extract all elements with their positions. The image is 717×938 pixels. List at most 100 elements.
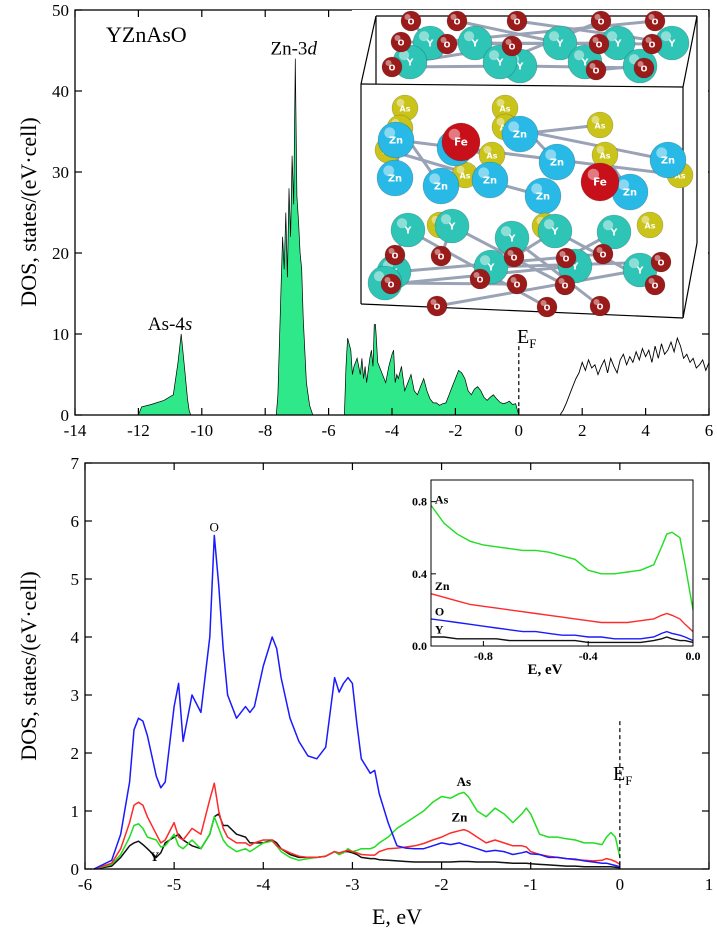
crystal-bond [436,268,641,308]
top-xtick-label: -2 [448,421,462,440]
bottom-xlabel: E, eV [372,904,422,929]
atom-o-highlight [510,277,517,283]
atom-y-label: Y [448,222,456,233]
atom-o: O [390,31,412,53]
top-ytick-label: 20 [52,244,69,263]
atom-o: O [381,56,403,78]
atom-y-highlight [628,258,640,269]
atom-as: As [591,141,619,169]
atom-o-label: O [600,251,607,260]
atom-zn-highlight [656,147,668,159]
inset-series-line-zn [430,593,694,633]
atom-o-sphere [381,56,403,78]
atom-y-sphere [542,25,578,61]
atom-o: O [503,246,525,268]
top-ylabel: DOS, states/(eV·cell) [16,117,41,306]
atom-o-label: O [641,65,648,74]
atom-o-sphere [503,246,525,268]
atom-zn: Zn [377,121,415,159]
atom-o-sphere [436,33,458,55]
atom-zn-highlight [384,127,396,139]
atom-o-label: O [408,18,415,27]
atom-y-highlight [479,255,491,266]
atom-as-label: As [675,172,686,181]
atom-y-label: Y [614,39,622,50]
atom-o-sphere [384,244,406,266]
atom-y-label: Y [556,39,564,50]
atom-y-highlight [463,31,475,42]
top-xtick-label: -6 [322,421,336,440]
atom-o-highlight [648,14,655,20]
atom-o: O [644,10,666,32]
atom-o-highlight [450,14,457,20]
atom-zn: Zn [422,167,460,205]
atom-o-highlight [593,299,600,305]
atom-o: O [384,244,406,266]
atom-o-sphere [644,274,666,296]
atom-as-highlight [396,98,405,107]
crystal-box-edge [360,15,377,85]
atom-o: O [380,273,402,295]
atom-y-highlight [500,226,512,237]
inset-label-as: As [435,492,449,506]
bottom-xtick-label: 0 [616,875,625,894]
bottom-xtick-label: -5 [167,875,181,894]
atom-o-highlight [385,60,392,66]
atom-o-highlight [592,37,599,43]
atom-o: O [501,35,523,57]
atom-as-highlight [641,215,650,224]
atom-o: O [430,245,452,267]
bottom-xtick-label: -3 [345,875,359,894]
atom-as: As [491,94,519,122]
inset-label-zn: Zn [435,579,450,593]
atom-as-highlight [596,145,605,154]
bottom-fermi-E: E [613,763,625,785]
atom-zn-label: Zn [389,136,403,147]
atom-o-sphere [506,273,528,295]
atom-as-highlight [591,115,600,124]
top-xtick-label: -4 [385,421,400,440]
atom-o: O [641,33,663,55]
crystal-box-edge [682,15,698,88]
atom-as-label: As [487,152,498,161]
atom-y-label: Y [471,39,479,50]
top-ytick-label: 50 [52,1,69,20]
atom-y-label: Y [487,263,495,274]
atom-o-highlight [654,255,661,261]
atom-y-label: Y [636,266,644,277]
atom-zn: Zn [376,159,414,197]
atom-zn-label: Zn [661,156,675,167]
top-ytick-label: 30 [52,163,69,182]
atom-o-label: O [389,64,396,73]
atom-y-label: Y [551,227,559,238]
top-ytick-label: 0 [61,406,70,425]
atom-o-sphere [555,247,577,269]
atom-o-label: O [562,282,569,291]
bottom-ytick-label: 6 [71,512,80,531]
top-xtick-label: -8 [258,421,272,440]
atom-fe-label: Fe [454,137,468,149]
atom-o-highlight [440,37,447,43]
atom-o-sphere [585,59,607,81]
atom-o-label: O [438,253,445,262]
top-annotation: Zn-3d [271,39,318,60]
atom-zn: Zn [471,161,509,199]
atom-o: O [644,274,666,296]
inset-label-y: Y [435,622,444,636]
series-label-zn: Zn [451,809,468,824]
atom-o-sphere [400,10,422,32]
top-annotation: As-4s [148,314,192,335]
atom-o-label: O [598,18,605,27]
atom-y-highlight [373,271,385,282]
atom-o-sphere [589,295,611,317]
series-line-y [93,813,620,870]
atom-zn-label: Zn [434,182,448,193]
series-label-as: As [457,774,471,789]
atom-zn-sphere [501,115,539,153]
atom-o: O [506,10,528,32]
atom-zn-sphere [422,167,460,205]
top-fermi-sub: F [529,336,536,351]
atom-y-label: Y [610,228,618,239]
